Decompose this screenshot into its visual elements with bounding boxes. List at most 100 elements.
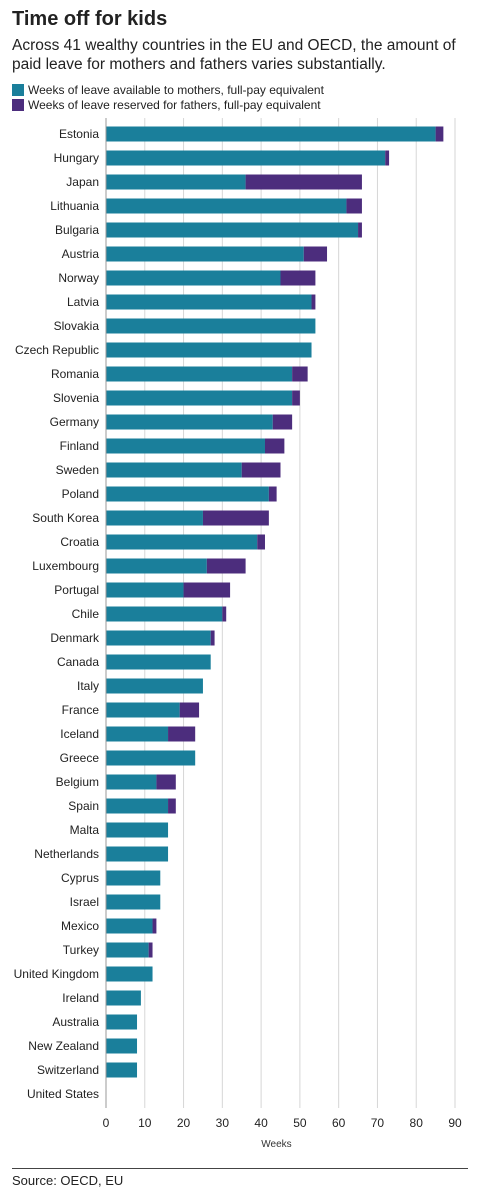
x-tick-label-0: 0 [103,1116,110,1130]
legend-swatch-fathers [12,98,24,111]
bar-mothers-sweden [106,462,242,478]
bar-fathers-mexico [152,918,157,934]
bar-fathers-turkey [148,942,153,958]
bar-mothers-iceland [106,726,169,742]
bar-fathers-portugal [183,582,231,598]
legend-item-fathers: Weeks of leave reserved for fathers, ful… [12,97,324,112]
category-label-denmark: Denmark [50,631,100,645]
bar-fathers-luxembourg [206,558,246,574]
bar-chart: Estonia Hungary Japan Lithuania Bulgaria Aust… [14,118,462,1150]
bar-mothers-bulgaria [106,222,359,238]
category-label-romania: Romania [51,367,99,381]
bar-mothers-turkey [106,942,149,958]
chart-subtitle: Across 41 wealthy countries in the EU an… [12,37,456,73]
bar-mothers-canada [106,654,211,670]
category-label-united-kingdom: United Kingdom [14,967,99,981]
category-label-united-states: United States [27,1087,99,1101]
bar-fathers-austria [303,246,328,262]
bar-mothers-chile [106,606,223,622]
bar-mothers-norway [106,270,281,286]
category-label-croatia: Croatia [60,535,99,549]
source-note: Source: OECD, EU [12,1173,124,1188]
category-label-israel: Israel [70,895,99,909]
category-label-spain: Spain [68,799,99,813]
category-label-mexico: Mexico [61,919,99,933]
bar-mothers-france [106,702,180,718]
bar-fathers-poland [268,486,277,502]
category-label-bulgaria: Bulgaria [55,223,99,237]
bar-mothers-portugal [106,582,184,598]
bar-fathers-latvia [311,294,316,310]
bar-mothers-cyprus [106,870,161,886]
category-label-canada: Canada [57,655,99,669]
bar-fathers-spain [168,798,176,814]
category-label-turkey: Turkey [63,943,99,957]
category-label-germany: Germany [50,415,99,429]
bar-mothers-greece [106,750,196,766]
bar-mothers-denmark [106,630,211,646]
category-label-finland: Finland [60,439,99,453]
bar-fathers-lithuania [346,198,362,214]
bar-fathers-south-korea [202,510,269,526]
bar-mothers-poland [106,486,269,502]
category-label-greece: Greece [60,751,100,765]
bar-mothers-united-kingdom [106,966,153,982]
bar-mothers-lithuania [106,198,347,214]
bar-mothers-hungary [106,150,386,166]
bar-mothers-czech-republic [106,342,312,358]
bar-fathers-sweden [241,462,281,478]
bar-mothers-south-korea [106,510,203,526]
bar-mothers-latvia [106,294,312,310]
category-label-estonia: Estonia [59,127,99,141]
bar-mothers-italy [106,678,203,694]
bar-fathers-estonia [435,126,444,142]
bar-fathers-romania [292,366,308,382]
x-tick-label-80: 80 [410,1116,424,1130]
legend-item-mothers: Weeks of leave available to mothers, ful… [12,82,324,97]
bar-fathers-belgium [156,774,176,790]
bar-mothers-switzerland [106,1062,138,1078]
category-label-australia: Australia [52,1015,99,1029]
category-label-malta: Malta [70,823,100,837]
bar-mothers-japan [106,174,246,190]
x-tick-label-40: 40 [254,1116,268,1130]
bar-fathers-hungary [385,150,390,166]
bar-mothers-australia [106,1014,138,1030]
x-tick-label-70: 70 [371,1116,385,1130]
x-tick-label-20: 20 [177,1116,191,1130]
category-label-japan: Japan [66,175,99,189]
bar-mothers-ireland [106,990,141,1006]
bar-mothers-slovakia [106,318,316,334]
x-tick-label-50: 50 [293,1116,307,1130]
bar-mothers-estonia [106,126,436,142]
footer-divider [12,1168,468,1169]
legend: Weeks of leave available to mothers, ful… [12,82,324,112]
category-label-south-korea: South Korea [32,511,99,525]
bar-mothers-austria [106,246,304,262]
bar-fathers-slovenia [292,390,300,406]
category-label-slovenia: Slovenia [53,391,99,405]
category-label-iceland: Iceland [60,727,99,741]
category-label-netherlands: Netherlands [34,847,99,861]
category-label-sweden: Sweden [56,463,99,477]
category-label-ireland: Ireland [62,991,99,1005]
category-label-norway: Norway [58,271,99,285]
bar-mothers-mexico [106,918,153,934]
category-label-italy: Italy [77,679,99,693]
category-label-portugal: Portugal [54,583,99,597]
bar-fathers-denmark [210,630,215,646]
category-label-luxembourg: Luxembourg [32,559,99,573]
legend-swatch-mothers [12,83,24,96]
bar-mothers-finland [106,438,265,454]
category-label-new-zealand: New Zealand [28,1039,99,1053]
category-label-hungary: Hungary [54,151,99,165]
bar-mothers-netherlands [106,846,169,862]
bar-fathers-germany [272,414,293,430]
bar-fathers-croatia [257,534,265,550]
bar-mothers-spain [106,798,169,814]
bar-fathers-iceland [168,726,196,742]
bar-mothers-luxembourg [106,558,207,574]
category-label-slovakia: Slovakia [54,319,100,333]
x-tick-label-90: 90 [448,1116,462,1130]
category-label-poland: Poland [62,487,99,501]
